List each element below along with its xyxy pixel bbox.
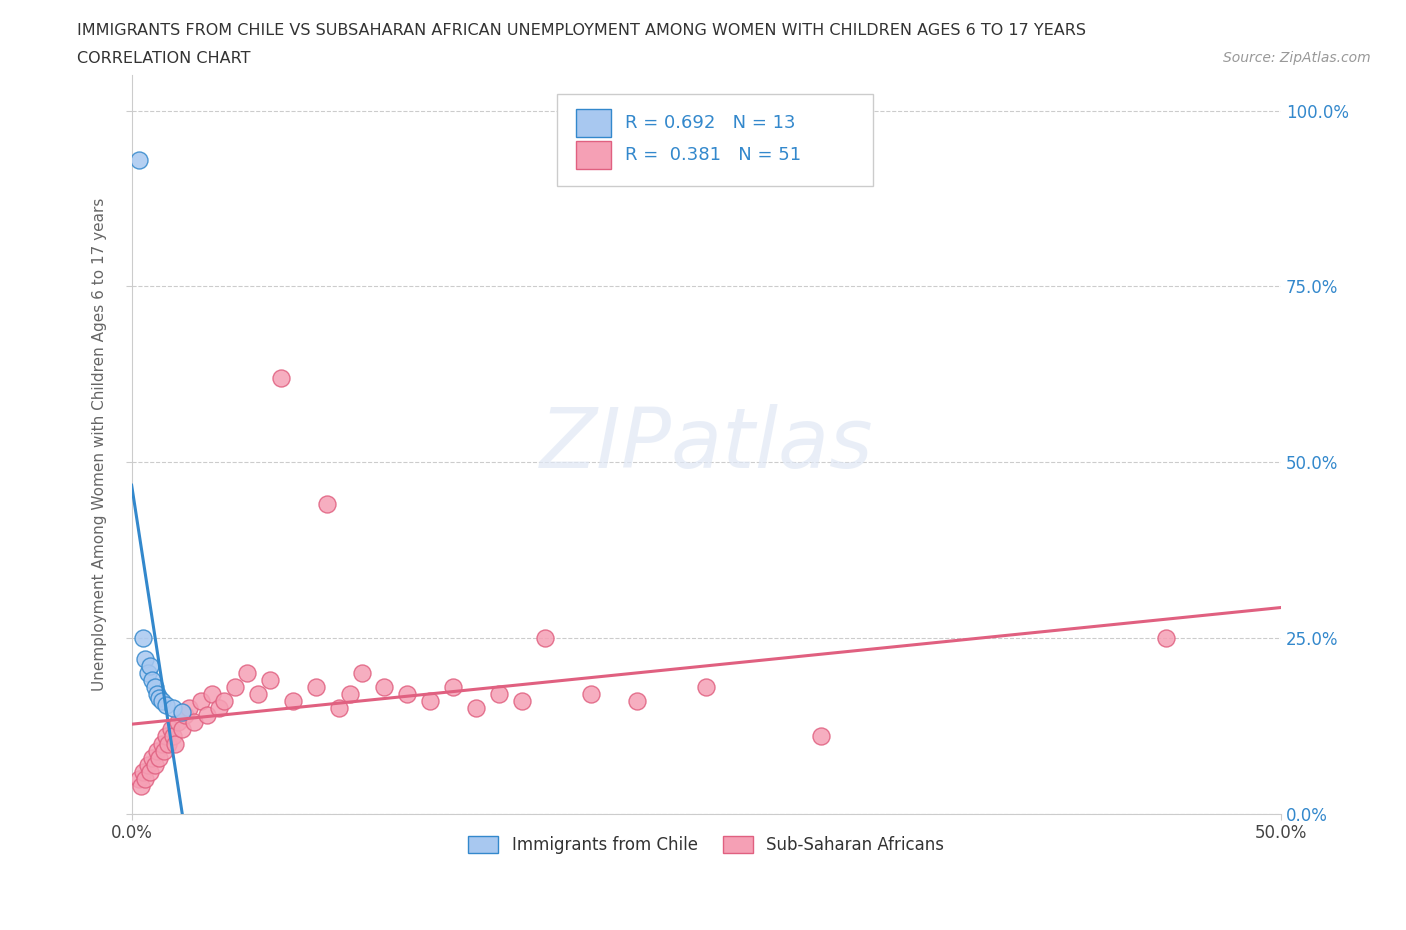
Point <box>183 715 205 730</box>
Point <box>136 666 159 681</box>
Point <box>150 694 173 709</box>
Point <box>208 701 231 716</box>
Point <box>350 666 373 681</box>
Text: R = 0.692   N = 13: R = 0.692 N = 13 <box>624 113 796 132</box>
Point <box>143 757 166 772</box>
Point <box>134 771 156 786</box>
Point <box>155 698 177 712</box>
Point <box>153 743 176 758</box>
Point <box>148 751 170 765</box>
Point <box>132 764 155 779</box>
Point <box>173 708 195 723</box>
Text: IMMIGRANTS FROM CHILE VS SUBSAHARAN AFRICAN UNEMPLOYMENT AMONG WOMEN WITH CHILDR: IMMIGRANTS FROM CHILE VS SUBSAHARAN AFRI… <box>77 23 1087 38</box>
Point <box>128 771 150 786</box>
Point <box>172 722 194 737</box>
Bar <box>576 109 610 137</box>
Point <box>197 708 219 723</box>
Point <box>159 722 181 737</box>
Point <box>316 497 339 512</box>
Point <box>162 729 184 744</box>
Point <box>165 736 187 751</box>
Point <box>166 715 188 730</box>
Point <box>270 370 292 385</box>
Text: Source: ZipAtlas.com: Source: ZipAtlas.com <box>1223 51 1371 65</box>
Point <box>134 652 156 667</box>
Text: R =  0.381   N = 51: R = 0.381 N = 51 <box>624 146 801 165</box>
Point <box>212 694 235 709</box>
Point <box>162 701 184 716</box>
Point <box>304 680 326 695</box>
Point <box>810 729 832 744</box>
Point <box>443 680 465 695</box>
Point <box>143 680 166 695</box>
Point <box>150 736 173 751</box>
Point <box>396 687 419 702</box>
Point <box>626 694 648 709</box>
Point <box>339 687 361 702</box>
Point <box>146 743 169 758</box>
Point <box>146 687 169 702</box>
Point <box>132 631 155 645</box>
Text: CORRELATION CHART: CORRELATION CHART <box>77 51 250 66</box>
Point <box>512 694 534 709</box>
Point <box>247 687 270 702</box>
Point <box>129 778 152 793</box>
Bar <box>576 141 610 169</box>
Point <box>1154 631 1177 645</box>
Point <box>259 672 281 687</box>
Point <box>465 701 488 716</box>
Point <box>177 701 200 716</box>
Point <box>581 687 603 702</box>
Text: ZIPatlas: ZIPatlas <box>540 405 873 485</box>
Point <box>190 694 212 709</box>
Point <box>488 687 510 702</box>
Point <box>139 658 162 673</box>
Point <box>224 680 246 695</box>
Point <box>141 672 163 687</box>
Point <box>328 701 350 716</box>
Point <box>235 666 257 681</box>
Point <box>155 729 177 744</box>
Point <box>695 680 717 695</box>
Point <box>136 757 159 772</box>
Point <box>281 694 304 709</box>
Point <box>141 751 163 765</box>
FancyBboxPatch shape <box>557 94 873 186</box>
Point <box>157 736 180 751</box>
Y-axis label: Unemployment Among Women with Children Ages 6 to 17 years: Unemployment Among Women with Children A… <box>93 198 107 691</box>
Legend: Immigrants from Chile, Sub-Saharan Africans: Immigrants from Chile, Sub-Saharan Afric… <box>461 830 950 861</box>
Point <box>139 764 162 779</box>
Point <box>128 153 150 167</box>
Point <box>201 687 224 702</box>
Point <box>172 704 194 719</box>
Point <box>419 694 441 709</box>
Point <box>373 680 395 695</box>
Point <box>534 631 557 645</box>
Point <box>148 690 170 705</box>
